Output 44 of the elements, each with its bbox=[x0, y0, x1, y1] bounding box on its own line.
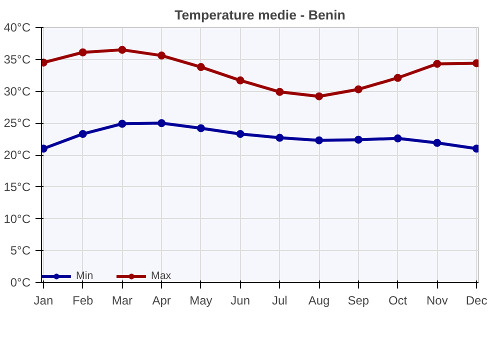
x-tick-label: Dec bbox=[466, 294, 488, 308]
y-tick-label: 30°C bbox=[4, 84, 31, 98]
point bbox=[276, 88, 284, 96]
point bbox=[433, 138, 442, 147]
point bbox=[196, 63, 205, 72]
y-tick-label: 40°C bbox=[4, 20, 31, 34]
point bbox=[158, 52, 166, 60]
point bbox=[354, 85, 362, 94]
x-tick-label: Aug bbox=[308, 294, 330, 308]
y-tick-label: 10°C bbox=[4, 212, 31, 226]
x-tick-label: Jun bbox=[230, 294, 250, 308]
point bbox=[118, 46, 126, 54]
legend-label: Min bbox=[76, 270, 94, 282]
point bbox=[78, 130, 87, 138]
x-tick-label: Jul bbox=[272, 294, 288, 308]
point bbox=[394, 134, 402, 142]
point bbox=[276, 134, 284, 142]
y-tick-label: 15°C bbox=[4, 180, 31, 194]
x-tick-label: Nov bbox=[426, 294, 448, 308]
y-tick-label: 25°C bbox=[4, 116, 31, 130]
point bbox=[433, 60, 442, 68]
point bbox=[315, 92, 324, 100]
y-tick-label: 20°C bbox=[4, 148, 31, 162]
point bbox=[118, 120, 126, 128]
x-tick-label: Oct bbox=[388, 294, 408, 308]
x-tick-label: Feb bbox=[72, 294, 94, 308]
point bbox=[394, 74, 402, 82]
point bbox=[196, 124, 205, 132]
x-tick-label: Jan bbox=[34, 294, 54, 308]
x-tick-label: Sep bbox=[348, 294, 370, 308]
chart-title: Temperature medie - Benin bbox=[174, 8, 346, 22]
point bbox=[354, 136, 362, 144]
point bbox=[315, 136, 324, 144]
point bbox=[78, 48, 87, 56]
x-tick-label: May bbox=[190, 294, 212, 308]
y-tick-label: 5°C bbox=[10, 244, 31, 258]
y-tick-label: 35°C bbox=[4, 52, 31, 66]
x-tick-label: Apr bbox=[152, 294, 171, 308]
legend-label: Max bbox=[151, 270, 172, 282]
point bbox=[158, 119, 166, 128]
y-tick-label: 0°C bbox=[10, 276, 31, 290]
point bbox=[236, 130, 244, 138]
x-tick-label: Mar bbox=[112, 294, 133, 308]
point bbox=[236, 76, 244, 84]
